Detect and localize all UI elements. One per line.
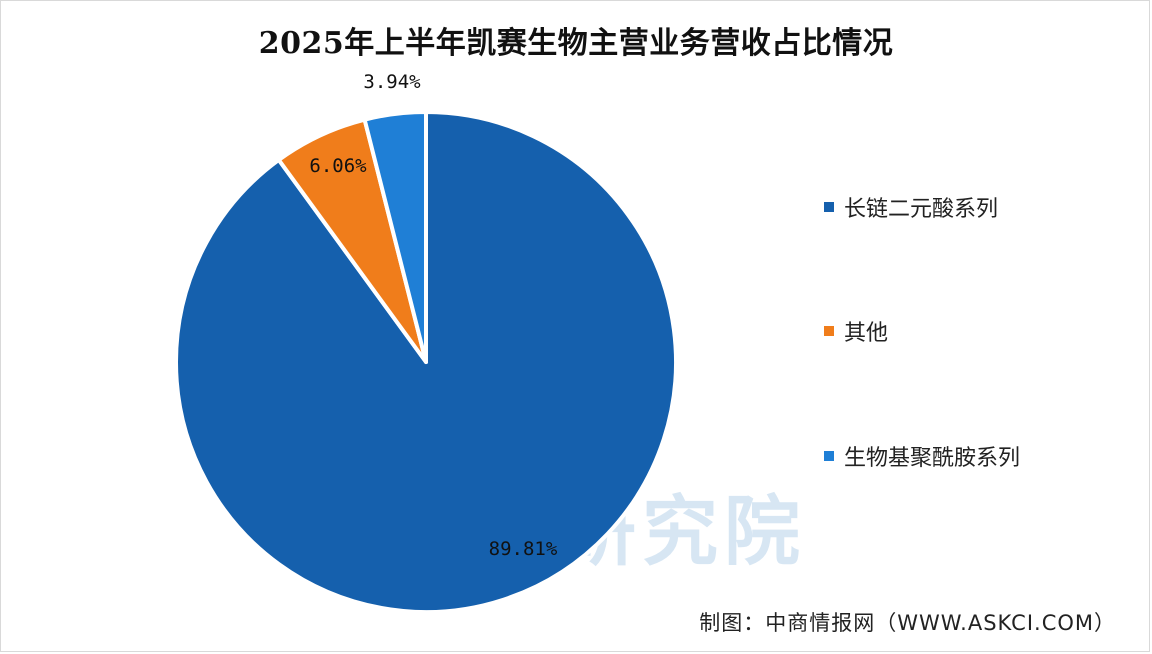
legend-label-polyamide: 生物基聚酰胺系列 [844, 446, 1021, 471]
legend-item-polyamide: 生物基聚酰胺系列 [824, 440, 1020, 472]
slice-polyamide [362, 110, 428, 364]
source-credit: 制图：中商情报网（WWW.ASKCI.COM） [699, 611, 1116, 635]
chart-title: 2025年上半年凯赛生物主营业务营收占比情况 [258, 26, 894, 61]
data-label-dicarboxylic: 89.81% [489, 538, 558, 560]
legend-label-other: 其他 [844, 321, 889, 346]
legend: 长链二元酸系列 其他 生物基聚酰胺系列 [824, 0, 1144, 654]
legend-item-dicarboxylic: 长链二元酸系列 [824, 191, 998, 223]
legend-swatch-other [824, 326, 834, 336]
data-label-other: 6.06% [309, 155, 367, 177]
legend-item-other: 其他 [824, 315, 888, 347]
legend-swatch-polyamide [824, 451, 834, 461]
data-label-polyamide: 3.94% [363, 71, 421, 93]
legend-label-dicarboxylic: 长链二元酸系列 [844, 197, 999, 222]
legend-swatch-dicarboxylic [824, 202, 834, 212]
